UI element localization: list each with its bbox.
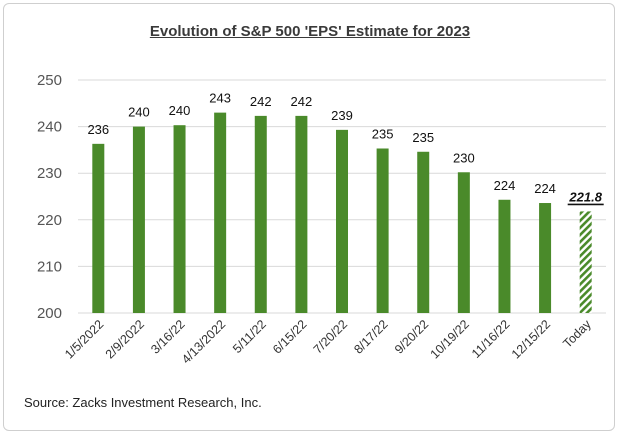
x-tick-label: 1/5/2022 [62, 317, 106, 361]
x-tick-label: 7/20/22 [311, 317, 350, 356]
x-tick-label: 4/13/2022 [179, 317, 228, 366]
chart-frame: Evolution of S&P 500 'EPS' Estimate for … [3, 3, 615, 431]
bar [498, 199, 511, 313]
data-label: 240 [169, 103, 191, 118]
source-note: Source: Zacks Investment Research, Inc. [24, 395, 262, 410]
y-tick-label: 220 [37, 212, 62, 229]
y-tick-label: 210 [37, 258, 62, 275]
data-label: 221.8 [568, 189, 602, 204]
bar [254, 115, 267, 314]
data-label: 224 [494, 178, 516, 193]
data-label: 235 [372, 127, 394, 142]
bar [539, 203, 552, 313]
x-tick-label: 12/15/22 [509, 317, 553, 361]
y-tick-label: 250 [37, 72, 62, 89]
y-tick-label: 200 [37, 305, 62, 322]
x-tick-label: 3/16/22 [148, 317, 187, 356]
y-tick-label: 230 [37, 165, 62, 182]
data-labels: 236 240 240 243 242 242 239 235 235 230 224 224 221.… [87, 91, 604, 206]
bar [417, 151, 430, 313]
data-label: 224 [534, 181, 556, 196]
bar [376, 148, 389, 313]
data-label: 243 [209, 91, 231, 106]
x-tick-label: 8/17/22 [351, 317, 390, 356]
x-tick-label: 11/16/22 [469, 317, 513, 361]
x-tick-label: 5/11/22 [230, 317, 269, 356]
bars [92, 112, 592, 314]
x-tick-label: 10/19/22 [428, 317, 472, 361]
bar [132, 126, 145, 313]
bar [214, 112, 227, 314]
y-axis: 200 210 220 230 240 250 [37, 72, 62, 322]
data-label: 230 [453, 150, 475, 165]
x-tick-label: 9/20/22 [392, 317, 431, 356]
data-label: 242 [291, 94, 313, 109]
data-label: 239 [331, 108, 353, 123]
bar [295, 115, 308, 314]
bar [173, 125, 186, 314]
bar-today [579, 211, 592, 313]
bar [457, 172, 470, 313]
x-tick-label: 6/15/22 [270, 317, 309, 356]
x-tick-label: Today [560, 317, 594, 351]
data-label: 236 [87, 122, 109, 137]
chart-title: Evolution of S&P 500 'EPS' Estimate for … [149, 23, 471, 40]
y-tick-label: 240 [37, 119, 62, 136]
data-label: 240 [128, 105, 150, 120]
bar [92, 143, 105, 313]
x-tick-label: 2/9/2022 [103, 317, 147, 361]
bar [336, 129, 348, 313]
data-label: 235 [412, 130, 434, 145]
data-label: 242 [250, 94, 272, 109]
